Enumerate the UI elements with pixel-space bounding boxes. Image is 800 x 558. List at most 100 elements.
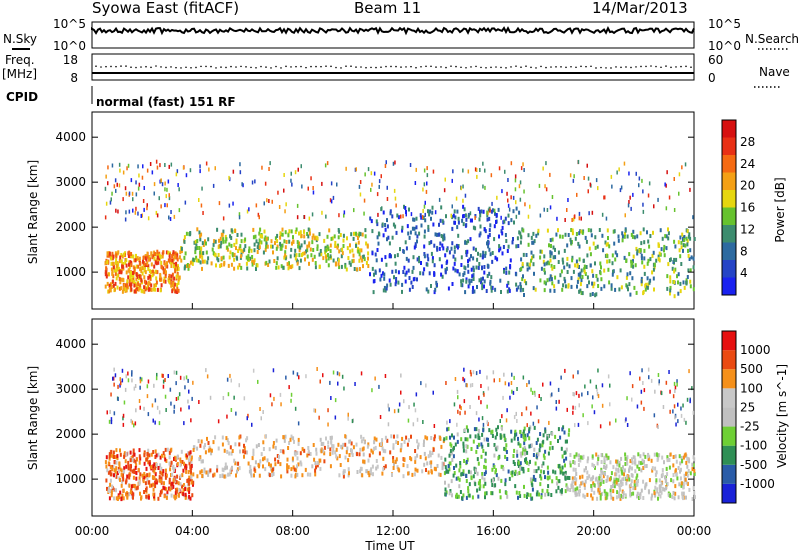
scatter-cell <box>316 247 319 251</box>
scatter-cell <box>148 462 151 467</box>
scatter-cell <box>503 269 505 274</box>
scatter-cell <box>124 387 127 392</box>
scatter-cell <box>229 445 232 450</box>
scatter-cell <box>188 263 191 268</box>
scatter-cell <box>437 453 440 458</box>
scatter-cell <box>133 266 136 271</box>
scatter-cell <box>444 457 447 462</box>
scatter-cell <box>287 233 290 238</box>
scatter-cell <box>194 239 197 244</box>
scatter-cell <box>394 269 397 274</box>
nave-dot <box>135 66 137 69</box>
scatter-cell <box>476 445 479 449</box>
scatter-cell <box>614 250 617 255</box>
scatter-cell <box>122 416 124 421</box>
scatter-cell <box>458 477 461 482</box>
scatter-cell <box>521 466 524 471</box>
scatter-cell <box>130 270 132 275</box>
nave-dot <box>380 66 382 68</box>
scatter-cell <box>423 182 426 187</box>
scatter-cell <box>642 479 645 484</box>
scatter-cell <box>224 462 227 467</box>
scatter-cell <box>207 472 210 477</box>
scatter-cell <box>651 468 654 473</box>
scatter-cell <box>474 167 477 172</box>
scatter-cell <box>342 471 345 476</box>
scatter-cell <box>127 254 130 258</box>
scatter-cell <box>664 479 667 484</box>
scatter-cell <box>176 169 179 174</box>
scatter-cell <box>343 210 346 215</box>
scatter-cell <box>630 206 632 211</box>
scatter-cell <box>144 256 147 261</box>
scatter-cell <box>295 253 298 258</box>
scatter-cell <box>408 235 411 240</box>
scatter-cell <box>230 378 232 383</box>
scatter-cell <box>684 162 687 167</box>
scatter-cell <box>532 262 535 267</box>
scatter-cell <box>164 457 167 462</box>
scatter-cell <box>655 478 658 483</box>
scatter-cell <box>490 275 493 280</box>
scatter-cell <box>119 280 122 285</box>
scatter-cell <box>625 474 628 479</box>
scatter-cell <box>162 384 165 389</box>
nave-dot <box>530 66 532 69</box>
scatter-cell <box>333 234 336 239</box>
scatter-cell <box>421 215 424 220</box>
scatter-cell <box>508 288 511 293</box>
scatter-cell <box>553 284 556 289</box>
scatter-cell <box>565 447 568 452</box>
scatter-cell <box>147 480 150 485</box>
scatter-cell <box>143 472 146 476</box>
scatter-cell <box>556 481 559 486</box>
scatter-cell <box>172 464 175 469</box>
scatter-cell <box>373 440 376 445</box>
scatter-cell <box>549 205 552 210</box>
scatter-cell <box>144 254 147 259</box>
scatter-cell <box>506 289 509 294</box>
scatter-cell <box>428 271 431 276</box>
scatter-cell <box>119 377 121 382</box>
scatter-cell <box>159 276 162 281</box>
scatter-cell <box>314 472 317 477</box>
scatter-cell <box>692 463 695 468</box>
nsky-frame <box>91 21 695 49</box>
scatter-cell <box>678 172 681 177</box>
scatter-cell <box>277 265 280 270</box>
colorbar-tick-label: -500 <box>740 458 767 472</box>
scatter-cell <box>489 281 492 286</box>
scatter-cell <box>414 181 417 185</box>
scatter-cell <box>592 481 595 486</box>
scatter-cell <box>147 216 150 221</box>
scatter-cell <box>340 264 343 269</box>
scatter-cell <box>221 232 224 237</box>
scatter-cell <box>398 468 401 473</box>
scatter-cell <box>476 471 479 476</box>
scatter-cell <box>120 497 123 502</box>
scatter-cell <box>582 413 584 418</box>
scatter-cell <box>467 239 470 244</box>
scatter-cell <box>179 482 182 487</box>
nave-dot <box>605 67 607 69</box>
scatter-cell <box>641 368 643 373</box>
scatter-cell <box>423 229 426 234</box>
scatter-cell <box>380 442 383 447</box>
scatter-cell <box>149 269 151 274</box>
scatter-cell <box>463 207 466 212</box>
scatter-cell <box>226 449 229 454</box>
scatter-cell <box>397 280 400 285</box>
scatter-cell <box>517 464 520 468</box>
scatter-cell <box>129 285 132 290</box>
scatter-cell <box>575 472 578 476</box>
scatter-cell <box>472 277 475 281</box>
scatter-cell <box>164 262 167 267</box>
scatter-cell <box>258 215 260 220</box>
scatter-cell <box>131 372 133 377</box>
scatter-cell <box>647 193 650 198</box>
nave-dot <box>410 65 412 68</box>
scatter-cell <box>515 206 518 211</box>
scatter-cell <box>157 496 160 501</box>
scatter-cell <box>346 446 349 451</box>
scatter-cell <box>474 215 476 220</box>
